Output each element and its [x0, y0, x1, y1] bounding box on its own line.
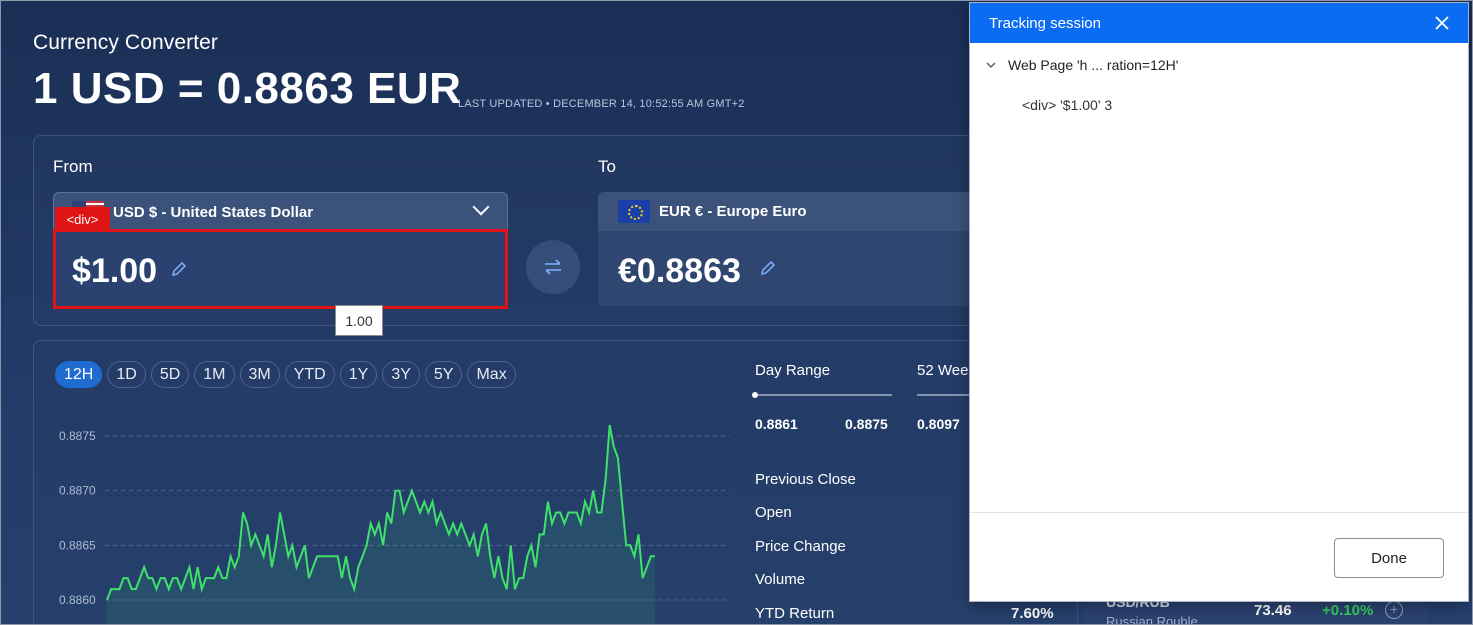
range-tab-ytd[interactable]: YTD	[284, 361, 335, 388]
range-tab-12h[interactable]: 12H	[55, 361, 103, 388]
to-amount-value: €0.8863	[618, 252, 741, 290]
y-tick-label: 0.8870	[59, 484, 96, 498]
panel-title: Tracking session	[989, 15, 1101, 32]
from-amount-value: $1.00	[72, 252, 158, 290]
stat-volume: Volume	[755, 571, 806, 588]
close-icon[interactable]	[1432, 13, 1452, 33]
to-currency-text: EUR € - Europe Euro	[659, 203, 807, 220]
stat-previous-close: Previous Close	[755, 471, 856, 488]
stat-ytd-return: YTD Return	[755, 605, 835, 622]
element-highlight-tag: <div>	[55, 207, 110, 231]
ticker-name: Russian Rouble	[1106, 614, 1198, 625]
day-range-label: Day Range	[755, 362, 831, 379]
day-range-low: 0.8861	[755, 416, 798, 432]
done-button[interactable]: Done	[1334, 538, 1444, 578]
week52-label: 52 Wee	[917, 362, 969, 379]
chevron-down-icon[interactable]	[472, 198, 490, 216]
swap-currencies-button[interactable]	[526, 240, 580, 294]
add-circle-icon[interactable]: +	[1385, 601, 1403, 619]
swap-arrows-icon	[545, 259, 561, 275]
value-tooltip: 1.00	[335, 305, 383, 336]
y-tick-label: 0.8875	[59, 429, 96, 443]
ticker-price: 73.46	[1254, 602, 1292, 619]
last-updated: LAST UPDATED • DECEMBER 14, 10:52:55 AM …	[458, 98, 745, 110]
chevron-down-icon[interactable]	[986, 60, 996, 70]
day-range-bar	[755, 394, 892, 396]
tree-item-div[interactable]: <div> '$1.00' 3	[1022, 97, 1113, 113]
series-line	[106, 424, 655, 601]
app-title: Currency Converter	[33, 31, 219, 54]
y-tick-label: 0.8860	[59, 593, 96, 607]
panel-divider	[970, 512, 1468, 513]
pencil-icon[interactable]	[760, 260, 776, 276]
range-tab-3m[interactable]: 3M	[239, 361, 280, 388]
range-tab-5y[interactable]: 5Y	[424, 361, 463, 388]
from-label: From	[53, 157, 93, 176]
range-tabs: 12H 1D 5D 1M 3M YTD 1Y 3Y 5Y Max	[55, 361, 516, 388]
eu-flag-icon	[618, 200, 650, 223]
range-tab-1d[interactable]: 1D	[107, 361, 146, 388]
day-range-high: 0.8875	[845, 416, 888, 432]
pencil-icon[interactable]	[171, 261, 187, 277]
range-tab-3y[interactable]: 3Y	[382, 361, 420, 388]
range-tab-1m[interactable]: 1M	[194, 361, 235, 388]
to-currency-select[interactable]: EUR € - Europe Euro	[598, 192, 978, 231]
stat-open: Open	[755, 504, 792, 521]
panel-header: Tracking session	[970, 3, 1468, 43]
from-currency-select[interactable]: USD $ - United States Dollar	[53, 192, 508, 231]
tree-item-label: Web Page 'h ... ration=12H'	[1008, 57, 1179, 73]
stat-price-change: Price Change	[755, 538, 846, 555]
range-tab-5d[interactable]: 5D	[150, 361, 190, 388]
to-label: To	[598, 157, 616, 176]
y-tick-label: 0.8865	[59, 538, 96, 552]
to-amount-field[interactable]: €0.8863	[598, 231, 978, 306]
series-area	[107, 425, 655, 625]
day-range-marker	[752, 392, 758, 398]
ticker-change: +0.10%	[1322, 602, 1374, 619]
tree-item-web-page[interactable]: Web Page 'h ... ration=12H'	[986, 57, 1178, 73]
from-currency-text: USD $ - United States Dollar	[113, 204, 314, 221]
range-tab-max[interactable]: Max	[467, 361, 516, 388]
range-tab-1y[interactable]: 1Y	[339, 361, 378, 388]
week52-low: 0.8097	[917, 416, 960, 432]
rate-chart: 0.8875 0.8870 0.8865 0.8860	[59, 424, 730, 625]
ytd-return-value: 7.60%	[1011, 605, 1054, 622]
tracking-session-panel: Tracking session Web Page 'h ... ration=…	[969, 2, 1469, 602]
element-highlight-box	[53, 229, 508, 309]
week52-range-bar	[917, 394, 972, 396]
rate-headline: 1 USD = 0.8863 EUR	[33, 64, 462, 113]
